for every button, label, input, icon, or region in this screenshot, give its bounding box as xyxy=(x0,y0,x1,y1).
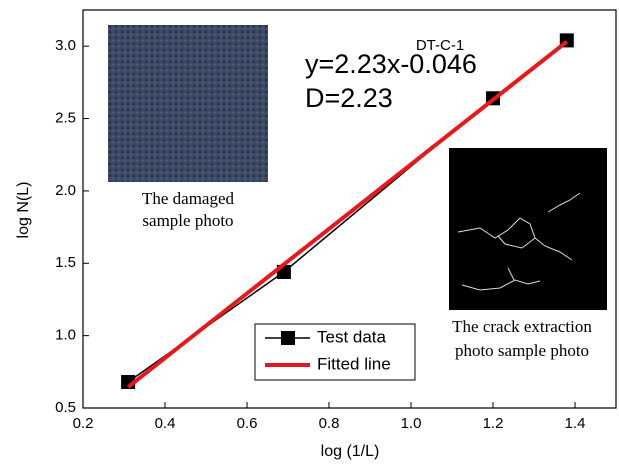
damaged-photo xyxy=(108,25,268,182)
legend-label: Fitted line xyxy=(317,354,391,373)
x-tick-label: 1.2 xyxy=(483,415,504,432)
damaged-caption: sample photo xyxy=(142,211,233,230)
y-tick-label: 1.5 xyxy=(55,254,76,271)
legend-label: Test data xyxy=(317,327,387,346)
y-tick-label: 3.0 xyxy=(55,37,76,54)
y-tick-label: 2.5 xyxy=(55,110,76,127)
x-tick-label: 0.6 xyxy=(237,415,258,432)
equation: y=2.23x-0.046 xyxy=(305,49,477,79)
sample-label: DT-C-1 xyxy=(416,37,464,54)
y-tick-label: 0.5 xyxy=(55,399,76,416)
x-tick-label: 1.4 xyxy=(565,415,586,432)
legend-marker xyxy=(281,331,295,345)
x-tick-label: 0.4 xyxy=(155,415,176,432)
x-tick-label: 1.0 xyxy=(401,415,422,432)
series-line xyxy=(126,40,569,389)
y-tick-label: 1.0 xyxy=(55,327,76,344)
damaged-caption: The damaged xyxy=(142,189,235,208)
x-tick-label: 0.8 xyxy=(319,415,340,432)
crack-caption: photo sample photo xyxy=(455,341,589,360)
crack-caption: The crack extraction xyxy=(452,317,592,336)
x-tick-label: 0.2 xyxy=(73,415,94,432)
y-axis-label: log N(L) xyxy=(15,182,32,239)
fractal-dimension: D=2.23 xyxy=(305,83,393,113)
plot-frame xyxy=(82,9,617,409)
crack-lines xyxy=(457,192,581,291)
y-tick-label: 2.0 xyxy=(55,182,76,199)
x-axis-label: log (1/L) xyxy=(321,443,380,460)
